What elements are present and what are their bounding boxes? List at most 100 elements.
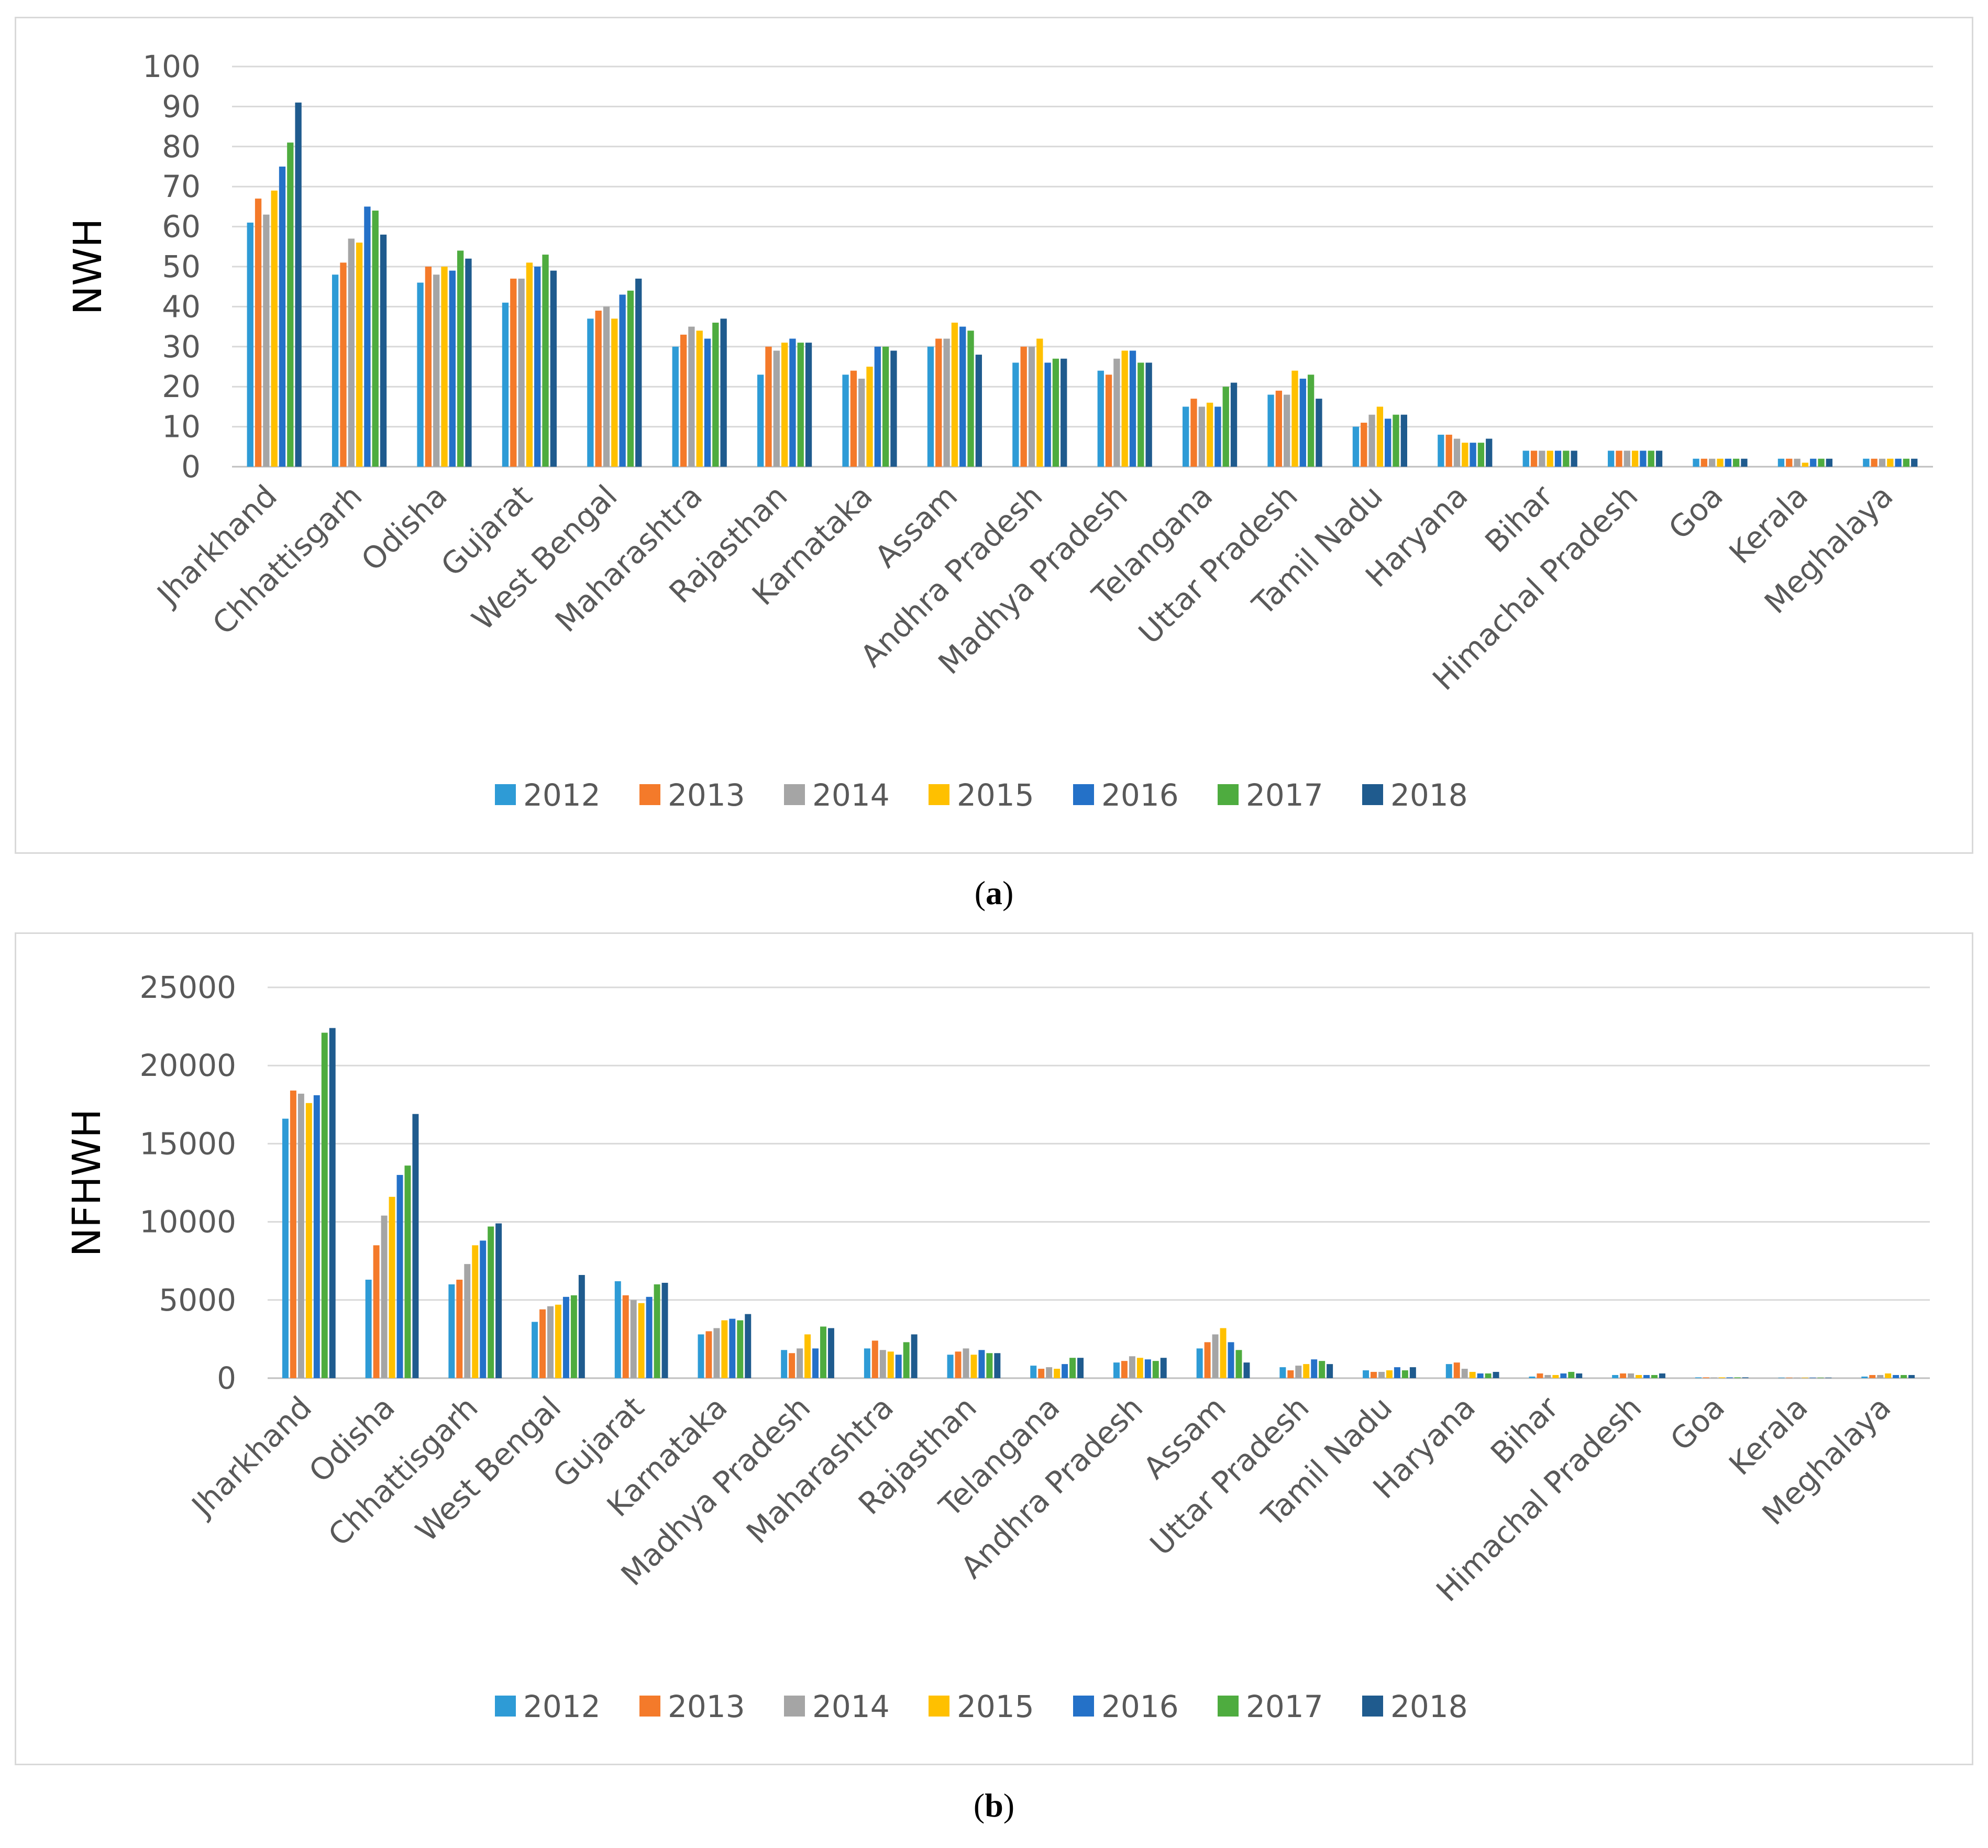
chart-b-bar (630, 1300, 637, 1378)
chart-a-y-tick-label: 0 (181, 449, 201, 485)
chart-b-bar (864, 1348, 870, 1378)
chart-a-bar (433, 274, 440, 467)
chart-b-bar (698, 1334, 704, 1378)
chart-b-bar (456, 1280, 463, 1378)
chart-b-bar (827, 1328, 834, 1378)
chart-a-bar (1462, 443, 1468, 467)
chart-b-bar (879, 1350, 886, 1378)
chart-b-bar (1885, 1373, 1892, 1378)
chart-a-legend-item: 2012 (495, 777, 601, 813)
chart-b-bar (282, 1118, 289, 1378)
chart-b-bar (661, 1282, 668, 1378)
chart-b-bar (654, 1284, 660, 1378)
chart-b-gridlines (268, 986, 1930, 1379)
chart-b-bar (955, 1351, 962, 1378)
chart-a-bar (627, 290, 634, 467)
chart-b-category-label: Goa (1663, 1390, 1731, 1458)
chart-a-bar (1777, 458, 1785, 467)
chart-a-y-tick-label: 50 (162, 249, 201, 284)
chart-a-y-tick-label: 60 (162, 209, 201, 245)
chart-b-legend-swatch (495, 1696, 516, 1717)
chart-b-category-label: West Bengal (408, 1390, 568, 1549)
chart-b-bar (638, 1303, 645, 1378)
chart-b-legend-item: 2013 (639, 1689, 745, 1724)
chart-b-legend-item: 2017 (1218, 1689, 1323, 1724)
chart-b-y-tick-label: 5000 (159, 1282, 236, 1318)
chart-b-bar (1279, 1367, 1286, 1378)
chart-a-bar (465, 258, 472, 467)
chart-b-legend-swatch (784, 1696, 805, 1717)
chart-a-bar (1316, 399, 1322, 467)
chart-a-bar (1012, 362, 1019, 467)
chart-b-bar (646, 1296, 653, 1378)
chart-a-bar (1648, 450, 1654, 467)
chart-b-legend-label: 2017 (1246, 1689, 1323, 1724)
chart-a-bar (1486, 438, 1493, 467)
chart-a-bar (1376, 406, 1384, 467)
chart-a-bar (1206, 402, 1213, 467)
chart-b-bar (389, 1196, 395, 1378)
chart-b-bar (1046, 1367, 1053, 1378)
chart-a-bar (858, 378, 865, 467)
chart-a-bar (1052, 358, 1059, 467)
chart-a-series-2013 (255, 199, 1877, 467)
chart-a-y-tick-label: 80 (162, 129, 201, 164)
chart-a-legend-swatch (1073, 784, 1094, 805)
chart-a-bar (1291, 370, 1298, 467)
chart-a-bar (595, 311, 602, 467)
chart-b-bar (448, 1284, 455, 1378)
chart-a-bar (1105, 375, 1112, 467)
chart-b-bar (412, 1114, 419, 1378)
chart-b-legend-item: 2018 (1362, 1689, 1468, 1724)
chart-b-bar (871, 1340, 878, 1378)
chart-a-bar (1911, 458, 1918, 467)
chart-a-bar (263, 214, 270, 467)
chart-a-bar (1631, 450, 1639, 467)
chart-b-legend-item: 2014 (784, 1689, 890, 1724)
chart-b-bar (1062, 1364, 1068, 1378)
chart-b-legend-swatch (1073, 1696, 1094, 1717)
chart-a-bar (372, 211, 379, 467)
chart-a-bar (1554, 450, 1562, 467)
chart-a-bar (1385, 419, 1391, 467)
chart-b-bar (1030, 1366, 1037, 1378)
chart-a-category-label: Bihar (1478, 478, 1560, 560)
chart-b-bar (1893, 1375, 1899, 1378)
chart-b-bar (305, 1103, 312, 1378)
chart-a-bar (348, 238, 355, 467)
chart-b-bar (1069, 1358, 1076, 1378)
chart-a-bar (1547, 450, 1553, 467)
chart-a-legend-label: 2013 (668, 777, 745, 813)
chart-b-bar (1327, 1364, 1333, 1378)
chart-a-bar (356, 243, 363, 467)
chart-b-legend-label: 2015 (957, 1689, 1034, 1724)
chart-b-bar (547, 1306, 554, 1378)
chart-a-bar (1445, 434, 1452, 467)
chart-a-series-2016 (279, 167, 1902, 467)
chart-a-bar (1693, 458, 1699, 467)
chart-a-legend-swatch (639, 784, 660, 805)
chart-b-bar (911, 1334, 918, 1378)
chart-b-bar (970, 1355, 977, 1378)
chart-a-bar (765, 346, 772, 467)
chart-b-legend-label: 2018 (1390, 1689, 1468, 1724)
chart-a-bar (518, 278, 525, 467)
chart-b-bar (1311, 1359, 1318, 1378)
chart-a-y-ticks: 0 10 20 30 40 50 60 70 80 90 100 (142, 49, 201, 485)
chart-b-svg: 0 5000 10000 15000 20000 25000 NFHWH JharkhandO… (64, 970, 1930, 1724)
chart-b-bar (1113, 1362, 1120, 1378)
chart-a-bar (1361, 422, 1367, 467)
chart-a-y-axis-label: NWH (65, 218, 111, 315)
chart-a-bar (1725, 458, 1731, 467)
chart-a-bar (1571, 450, 1577, 467)
chart-a-bar (449, 270, 456, 467)
chart-a-bar (773, 350, 780, 467)
chart-a-legend-item: 2014 (784, 777, 890, 813)
chart-b-bar (1537, 1373, 1543, 1378)
chart-a-bar (1214, 406, 1221, 467)
chart-a-bar (967, 331, 974, 467)
chart-a-legend-item: 2016 (1073, 777, 1179, 813)
chart-a-series-2018 (295, 102, 1918, 467)
chart-a-bar (1352, 426, 1360, 467)
chart-a-bar (255, 199, 262, 467)
